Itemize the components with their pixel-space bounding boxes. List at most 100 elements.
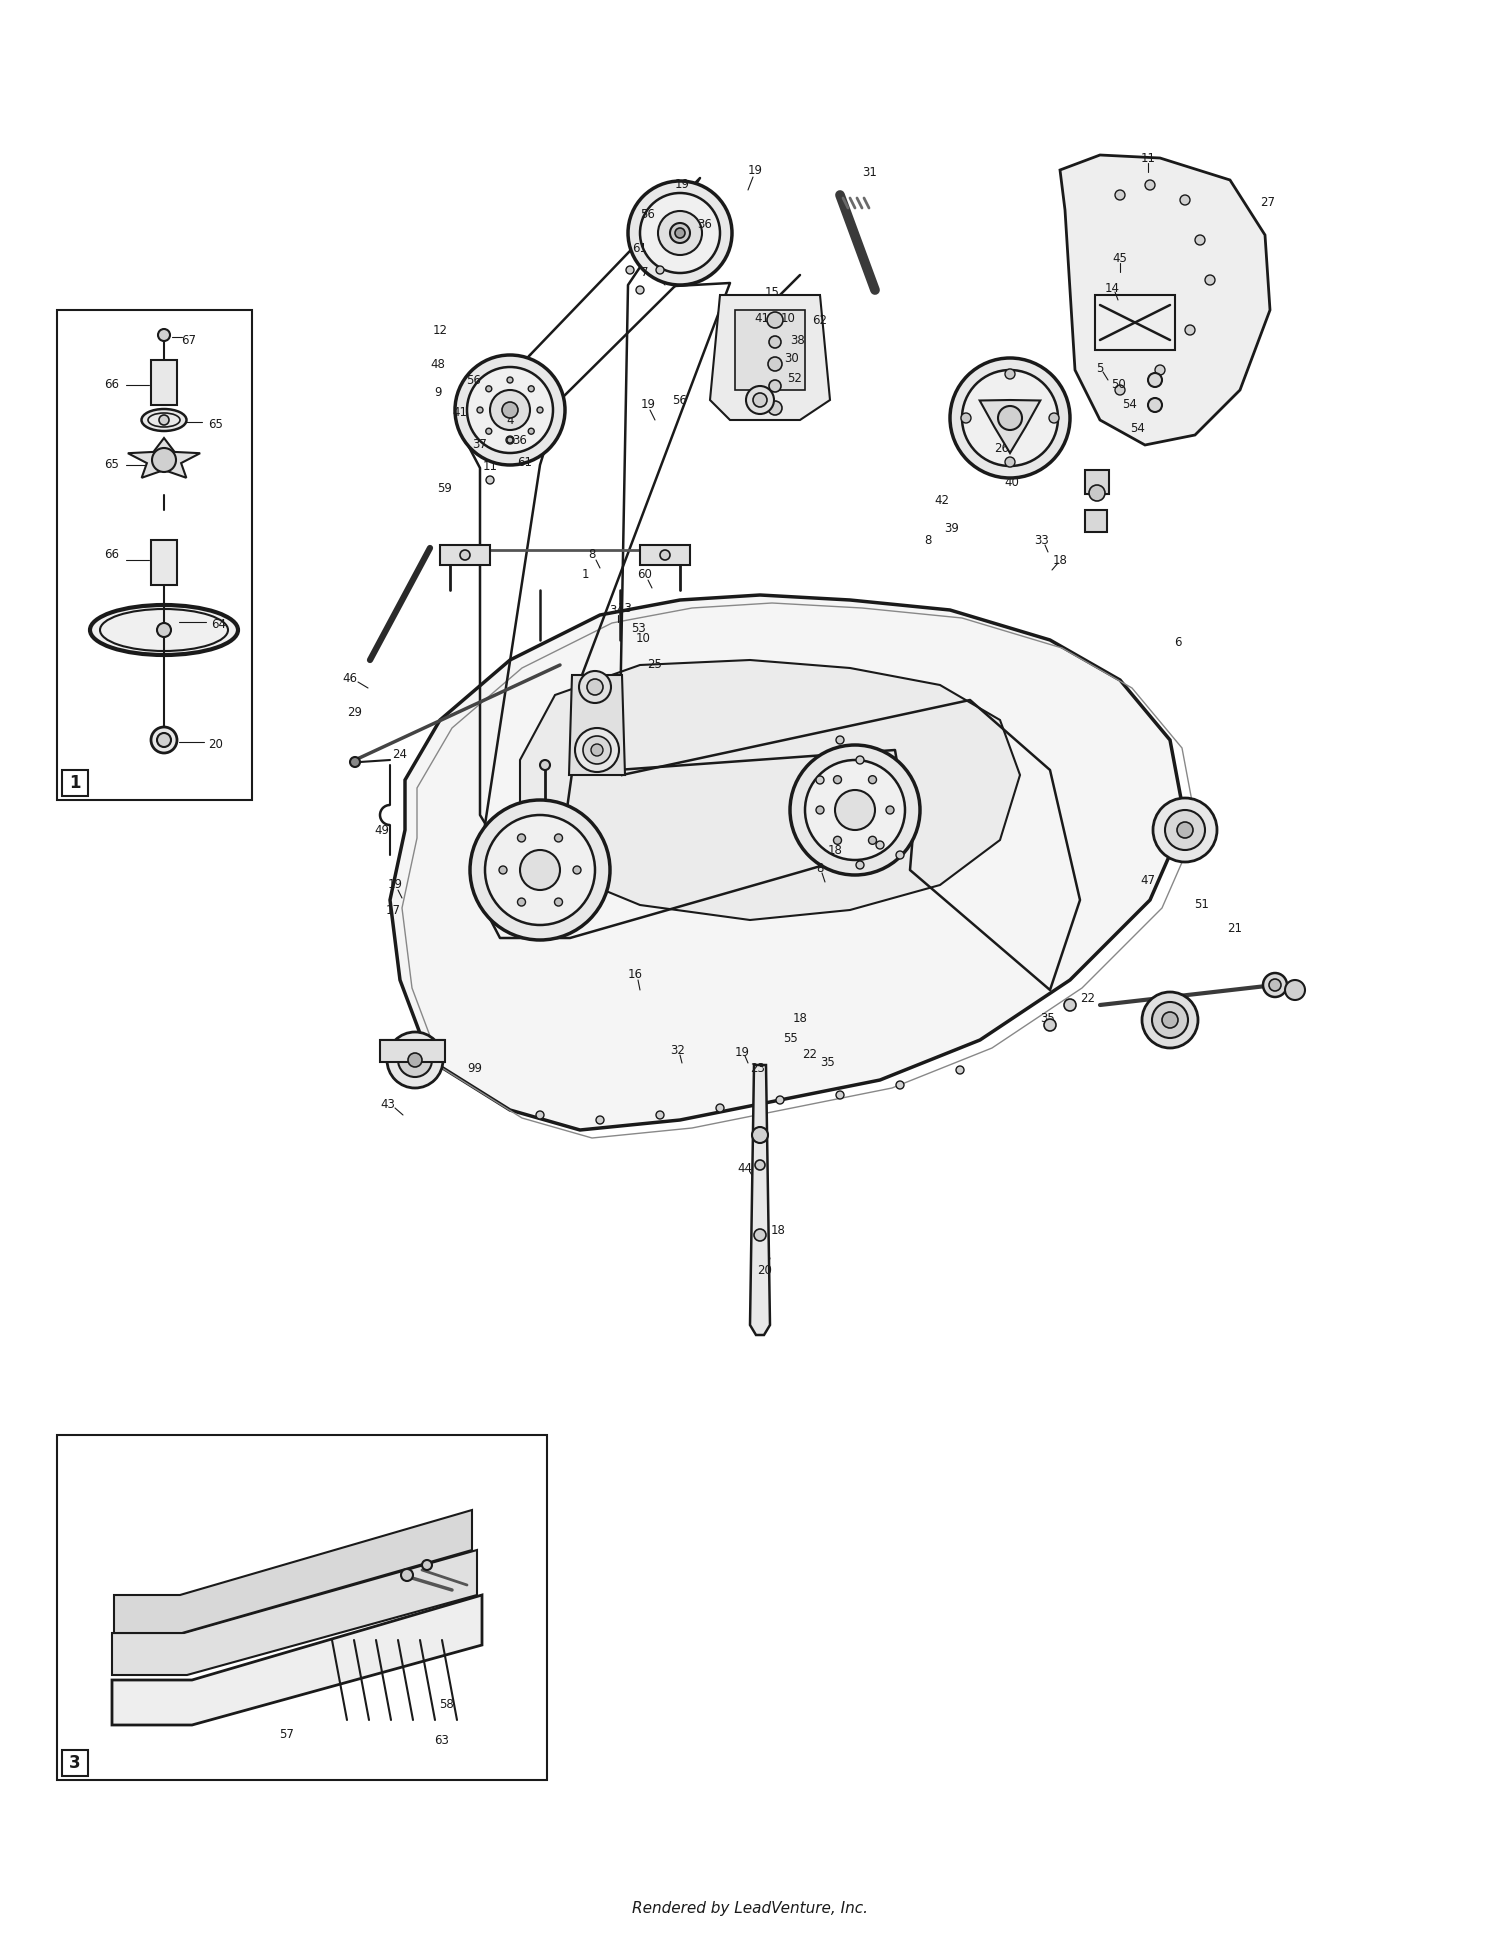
Circle shape [1142,992,1198,1048]
Text: 35: 35 [1041,1011,1056,1025]
Text: 11: 11 [483,460,498,474]
Circle shape [962,371,1058,466]
Bar [62,771,88,796]
Text: 25: 25 [648,658,663,672]
Circle shape [998,406,1022,431]
Text: 54: 54 [1122,398,1137,411]
Polygon shape [750,1066,770,1335]
Polygon shape [112,1596,482,1726]
Circle shape [1064,1000,1076,1011]
Text: 12: 12 [432,324,447,336]
Text: 27: 27 [1260,196,1275,208]
Circle shape [1005,369,1016,378]
Text: 67: 67 [182,334,196,347]
Text: 62: 62 [813,314,828,326]
Ellipse shape [141,410,186,431]
Text: 64: 64 [211,619,226,631]
Text: 10: 10 [636,631,651,644]
Text: 22: 22 [1080,992,1095,1005]
Text: 4: 4 [506,413,513,427]
Circle shape [1044,1019,1056,1031]
Circle shape [790,745,920,875]
Text: 53: 53 [630,621,645,635]
Circle shape [1180,194,1190,206]
Circle shape [834,776,842,784]
Text: 8: 8 [924,534,932,547]
Circle shape [537,408,543,413]
Circle shape [555,899,562,906]
Text: 56: 56 [672,394,687,406]
Text: 65: 65 [105,458,120,472]
Circle shape [574,728,620,773]
Circle shape [1152,1002,1188,1038]
Text: 20: 20 [209,738,224,751]
Circle shape [658,212,702,254]
Circle shape [836,1091,844,1099]
Circle shape [746,386,774,413]
Circle shape [628,181,732,285]
Text: 18: 18 [792,1011,807,1025]
Circle shape [1148,398,1162,411]
Text: 17: 17 [386,903,400,916]
Circle shape [754,1161,765,1170]
Circle shape [752,1128,768,1143]
Circle shape [956,1066,964,1073]
Circle shape [753,392,766,408]
Circle shape [158,623,171,637]
Text: 44: 44 [738,1161,753,1174]
Text: Rendered by LeadVenture, Inc.: Rendered by LeadVenture, Inc. [632,1900,868,1916]
Circle shape [486,429,492,435]
Circle shape [768,357,782,371]
Circle shape [754,1229,766,1240]
Text: 37: 37 [472,439,488,452]
Circle shape [466,367,554,452]
Text: 56: 56 [640,208,656,221]
Circle shape [1114,384,1125,396]
Ellipse shape [90,606,238,654]
Text: 39: 39 [945,522,960,534]
Text: 59: 59 [438,481,453,495]
Text: 63: 63 [435,1733,450,1747]
Circle shape [660,549,670,561]
Text: 34: 34 [609,604,624,617]
Bar [57,1434,548,1780]
Circle shape [656,266,664,274]
Circle shape [716,1104,724,1112]
Polygon shape [980,400,1041,452]
Circle shape [626,266,634,274]
Circle shape [387,1033,442,1089]
Text: ADVENTURE: ADVENTURE [549,844,910,897]
Polygon shape [710,295,830,419]
Circle shape [1154,798,1216,862]
Polygon shape [520,660,1020,920]
Circle shape [500,866,507,873]
Circle shape [856,862,864,870]
Circle shape [596,1116,604,1124]
Circle shape [806,761,904,860]
Circle shape [460,549,470,561]
Bar [152,359,177,406]
Circle shape [766,313,783,328]
Text: 42: 42 [934,493,950,507]
Text: 57: 57 [279,1729,294,1741]
Text: 99: 99 [468,1062,483,1075]
Circle shape [528,386,534,392]
Text: 5: 5 [1096,361,1104,375]
Text: 38: 38 [790,334,806,347]
Circle shape [816,806,824,813]
Text: 32: 32 [670,1044,686,1056]
Text: 52: 52 [788,371,802,384]
Bar [62,1751,88,1776]
Circle shape [586,679,603,695]
Bar [152,540,177,584]
Text: 65: 65 [209,419,224,431]
Text: 2: 2 [596,734,603,747]
Text: 29: 29 [348,705,363,718]
Circle shape [1196,235,1204,245]
Bar [1084,470,1108,495]
Text: 15: 15 [765,285,780,299]
Circle shape [1263,972,1287,998]
Circle shape [886,806,894,813]
Circle shape [1185,324,1196,336]
Circle shape [484,815,596,926]
